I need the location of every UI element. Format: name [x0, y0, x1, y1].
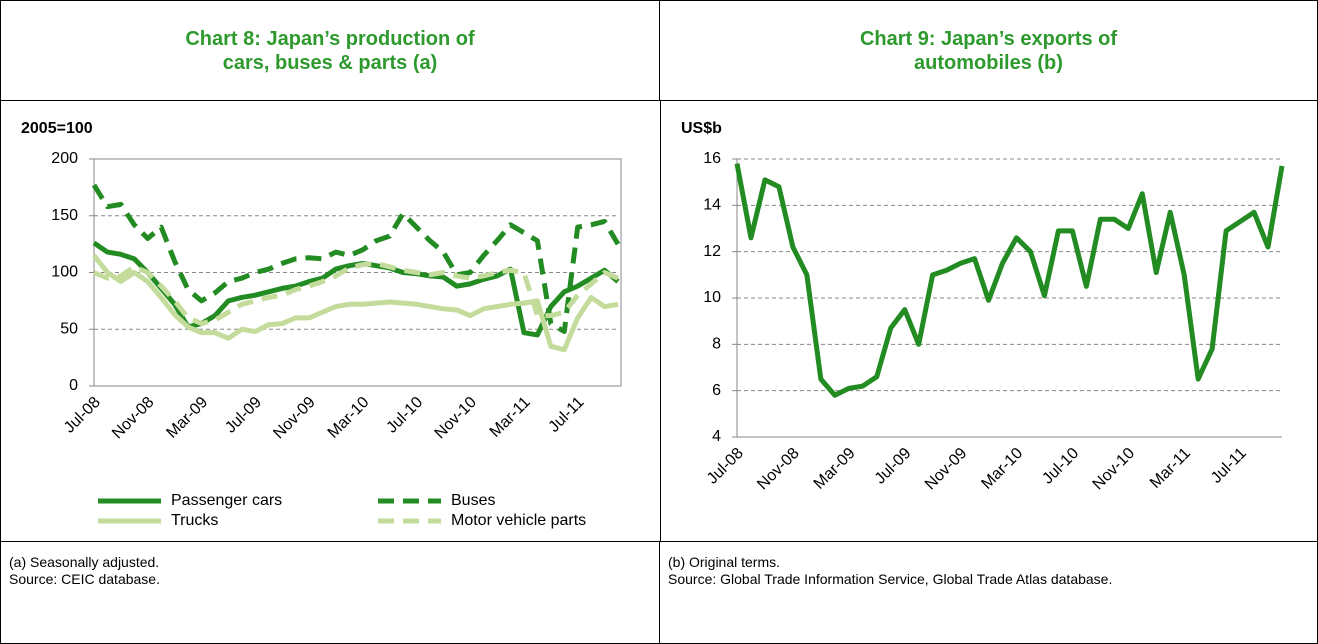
x-tick-label: Jul-11 [1208, 445, 1250, 487]
axis-unit: US$b [681, 120, 722, 137]
y-tick-label: 200 [51, 150, 78, 167]
x-tick-label: Jul-09 [222, 394, 265, 437]
y-tick-label: 16 [703, 150, 721, 167]
legend-label: Motor vehicle parts [451, 512, 586, 529]
x-tick-label: Mar-11 [1147, 445, 1194, 492]
legend-label: Trucks [171, 512, 218, 529]
series-line [91, 183, 621, 335]
x-tick-label: Jul-11 [546, 394, 588, 436]
x-tick-label: Jul-10 [1039, 445, 1082, 488]
x-tick-label: Mar-10 [978, 445, 1026, 493]
x-tick-label: Nov-09 [922, 445, 971, 494]
x-tick-label: Jul-09 [872, 445, 915, 488]
y-tick-label: 100 [51, 264, 78, 281]
x-tick-label: Nov-09 [270, 394, 319, 443]
x-tick-label: Nov-08 [754, 445, 803, 494]
x-tick-label: Mar-09 [811, 445, 859, 493]
x-tick-label: Nov-10 [1090, 445, 1139, 494]
chart-title: Chart 8: Japan’s production of cars, bus… [185, 27, 475, 74]
notes: (b) Original terms. Source: Global Trade… [659, 541, 1317, 643]
y-tick-label: 150 [51, 207, 78, 224]
legend-label: Passenger cars [171, 492, 282, 509]
x-tick-label: Nov-08 [109, 394, 158, 443]
x-tick-label: Jul-08 [61, 394, 104, 437]
y-tick-label: 6 [712, 382, 721, 399]
y-tick-label: 0 [69, 377, 78, 394]
x-tick-label: Jul-10 [383, 394, 426, 437]
y-tick-label: 8 [712, 336, 721, 353]
header: Chart 8: Japan’s production of cars, bus… [1, 1, 659, 101]
x-tick-label: Jul-08 [704, 445, 747, 488]
legend-label: Buses [451, 492, 495, 509]
chart: 2005=100 0 50 100 150 200 Jul-08 Nov-08 Mar-09 Ju… [21, 120, 622, 529]
note: Source: CEIC database. [9, 571, 160, 587]
series-line [734, 163, 1285, 398]
y-tick-label: 4 [712, 428, 721, 445]
y-tick-label: 50 [60, 320, 78, 337]
note: Source: Global Trade Information Service… [668, 571, 1113, 587]
x-tick-label: Mar-10 [325, 394, 373, 442]
y-tick-label: 14 [703, 197, 721, 214]
note: (a) Seasonally adjusted. [9, 554, 160, 570]
note: (b) Original terms. [668, 554, 781, 570]
x-tick-label: Nov-10 [432, 394, 481, 443]
y-tick-label: 10 [703, 289, 721, 306]
axis-unit: 2005=100 [21, 120, 93, 137]
x-tick-label: Mar-11 [487, 394, 534, 441]
chart-title: Chart 9: Japan’s exports of automobiles … [859, 27, 1118, 74]
notes: (a) Seasonally adjusted. Source: CEIC da… [1, 541, 659, 643]
series-line [93, 260, 619, 327]
y-tick-label: 12 [703, 243, 721, 260]
header: Chart 9: Japan’s exports of automobiles … [659, 1, 1317, 101]
x-tick-label: Mar-09 [163, 394, 211, 442]
